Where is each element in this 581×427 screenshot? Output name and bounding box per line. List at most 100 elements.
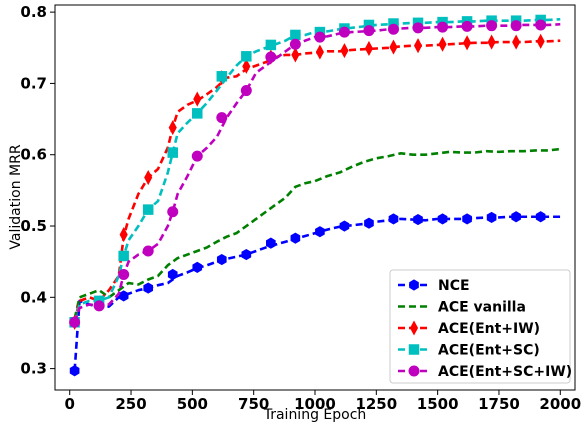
data-point-nce [364,217,374,229]
data-point-ace-ent-sc-iw [338,26,350,38]
data-point-ace-ent-iw [512,34,521,50]
y-tick-label: 0.8 [20,3,47,21]
data-point-ace-ent-sc-iw [216,112,228,124]
x-axis-label: Training Epoch [263,407,367,423]
y-tick-label: 0.3 [20,360,47,378]
x-tick-label: 500 [177,395,208,413]
data-point-ace-ent-sc [192,108,203,119]
data-point-ace-ent-sc-iw [93,300,105,312]
y-tick-label: 0.7 [20,74,47,92]
data-point-ace-ent-sc-iw [240,85,252,97]
data-point-nce [167,268,178,281]
data-point-ace-ent-iw [193,91,202,107]
data-point-ace-ent-sc-iw [118,269,130,280]
y-tick-label: 0.5 [20,217,47,235]
y-axis-ticks: 0.3 0.4 0.5 0.6 0.7 0.8 [20,3,55,378]
legend-label-ace-ent-sc: ACE(Ent+SC) [438,343,540,359]
data-point-ace-ent-sc-iw [142,245,154,257]
data-point-nce [192,261,203,273]
x-tick-label: 1750 [478,395,520,413]
x-tick-label: 1500 [417,395,459,413]
x-tick-label: 0 [64,395,74,413]
data-point-ace-ent-sc-iw [363,25,375,37]
data-point-ace-ent-iw [364,40,374,57]
data-point-ace-ent-iw [536,33,545,49]
legend-label-ace-ent-iw: ACE(Ent+IW) [438,321,540,337]
data-point-ace-ent-sc-iw [387,23,399,35]
series-line-ace-ent-sc-iw [73,22,561,323]
legend-label-ace-vanilla: ACE vanilla [438,300,526,316]
legend-box [389,269,571,384]
data-point-ace-ent-sc-iw [412,22,424,34]
series-nce [69,211,561,377]
data-point-ace-ent-sc [265,39,277,51]
data-point-nce [118,290,129,302]
data-point-ace-ent-sc-iw [461,20,473,32]
data-point-ace-ent-sc [241,51,252,62]
data-point-nce [462,213,472,225]
data-point-ace-ent-sc-iw [510,20,522,32]
data-point-ace-ent-sc [290,29,301,41]
data-point-nce [388,213,399,225]
data-point-nce [535,211,546,223]
data-point-nce [486,211,497,224]
legend-label-nce: NCE [438,278,470,294]
data-point-ace-ent-sc-iw [437,21,449,33]
y-axis-label: Validation MRR [8,144,24,249]
data-point-ace-ent-iw [438,36,447,52]
data-point-ace-ent-sc-iw [535,19,547,31]
data-point-ace-ent-sc-iw [289,38,301,50]
data-point-ace-ent-sc-iw [486,20,498,32]
data-point-ace-ent-sc [142,204,154,215]
legend-label-ace-ent-sc-iw: ACE(Ent+SC+IW) [438,364,572,380]
series-ace-vanilla [73,147,561,319]
data-point-nce [241,248,252,261]
legend-marker-ace-ent-sc [408,344,420,355]
data-point-ace-ent-sc-iw [69,316,81,328]
data-point-ace-ent-sc-iw [314,31,326,43]
data-point-nce [315,226,325,238]
y-tick-label: 0.6 [20,146,47,164]
data-point-ace-ent-iw [413,38,423,54]
data-point-ace-ent-iw [119,227,128,243]
x-tick-label: 2000 [539,395,581,413]
legend-marker-ace-ent-sc-iw [408,365,420,377]
data-point-ace-ent-iw [389,39,398,55]
series-layer [69,14,561,377]
data-point-nce [437,213,448,225]
data-point-nce [339,220,350,232]
legend-marker-nce [409,279,419,291]
data-point-nce [143,282,154,294]
data-point-ace-ent-iw [168,120,177,136]
data-point-ace-ent-iw [291,47,300,63]
y-tick-label: 0.4 [20,288,47,306]
data-point-nce [216,253,227,266]
data-point-ace-ent-sc [216,71,228,82]
legend: NCE ACE vanilla ACE(Ent+IW) ACE(Ent+SC) ACE(… [389,269,572,384]
data-point-ace-ent-iw [315,44,324,60]
data-point-ace-ent-sc-iw [191,150,203,162]
series-ace-ent-sc-iw [69,19,561,328]
x-tick-label: 1250 [355,395,397,413]
data-point-ace-ent-sc-iw [265,51,277,63]
data-point-ace-ent-iw [144,169,153,186]
data-point-ace-ent-sc [118,250,129,262]
data-point-ace-ent-iw [242,58,251,74]
data-point-ace-ent-sc [167,147,178,158]
data-point-ace-ent-iw [487,34,496,50]
x-axis-ticks: 0 250 500 750 1000 1250 1500 1750 2000 [64,390,581,413]
x-tick-label: 250 [115,395,146,413]
series-line-ace-vanilla [73,147,561,319]
data-point-nce [266,237,276,249]
data-point-nce [511,211,521,223]
legend-marker-ace-ent-iw [409,320,419,336]
data-point-nce [413,214,423,226]
x-tick-label: 750 [238,395,269,413]
x-tick-label: 1000 [294,395,336,413]
data-point-ace-ent-iw [463,35,472,51]
data-point-nce [69,365,80,377]
data-point-ace-ent-sc-iw [167,206,179,218]
data-point-ace-ent-iw [340,43,349,59]
data-point-nce [290,232,301,244]
